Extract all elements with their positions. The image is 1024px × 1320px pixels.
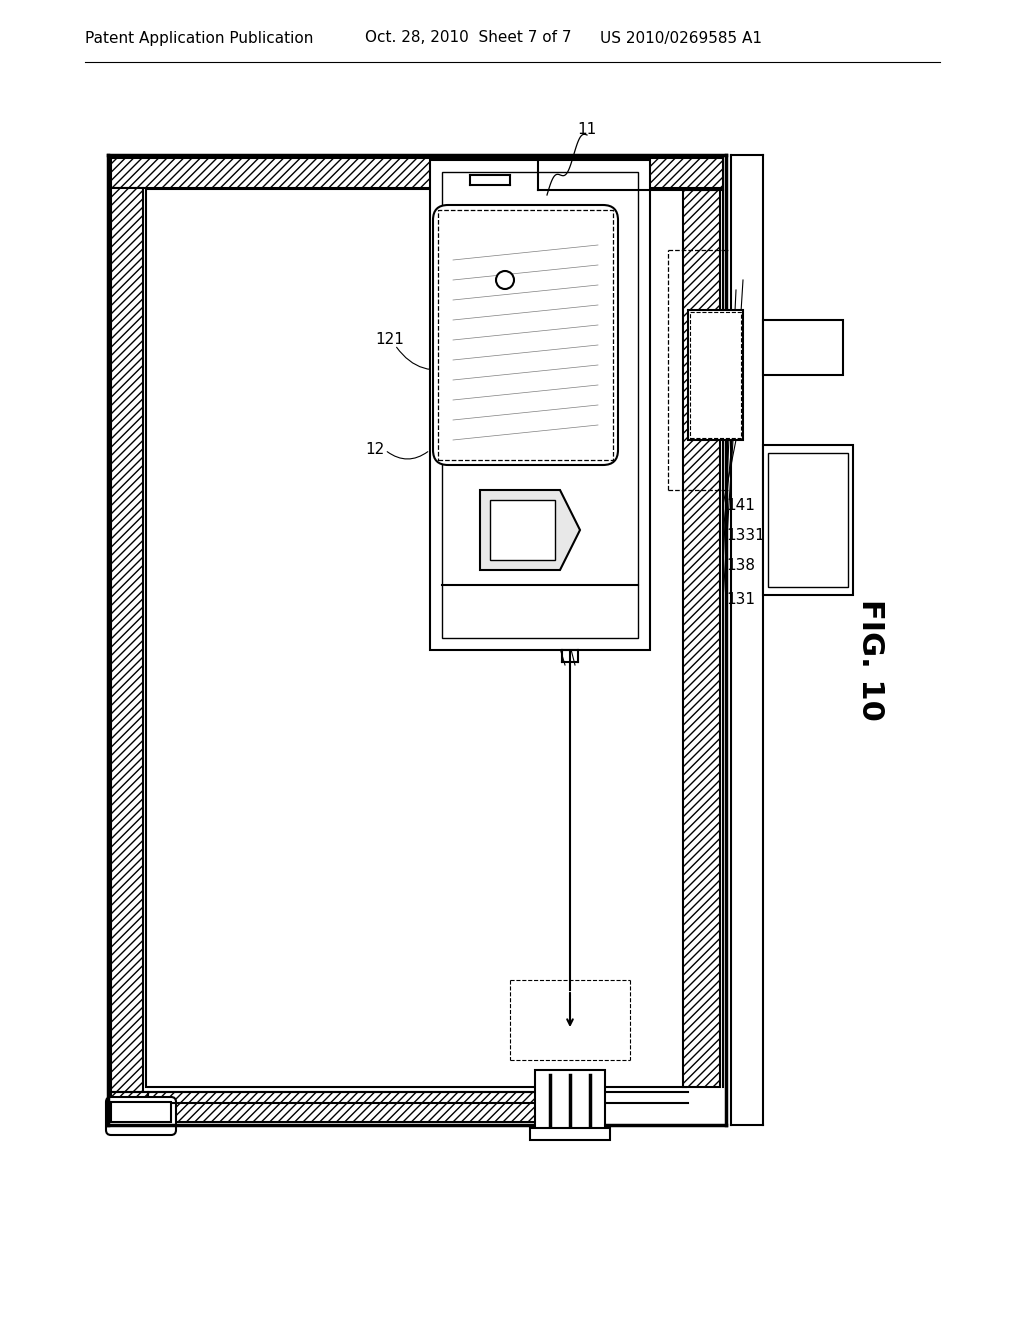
Bar [111,158,723,187]
Bar [535,1071,605,1130]
Bar [438,210,613,459]
Text: 132: 132 [437,322,467,338]
Text: 137: 137 [469,345,498,359]
Bar [430,160,650,649]
Text: 138: 138 [726,557,755,573]
Bar [148,1092,596,1122]
Bar [490,500,555,560]
FancyBboxPatch shape [106,1097,176,1135]
Bar [111,187,143,1122]
Text: 131: 131 [726,593,755,607]
Bar [442,587,638,638]
Text: 121: 121 [376,333,404,347]
Bar [763,445,853,595]
Text: Oct. 28, 2010  Sheet 7 of 7: Oct. 28, 2010 Sheet 7 of 7 [365,30,571,45]
Text: 141: 141 [726,498,755,512]
Bar [111,1092,148,1122]
Bar [763,319,843,375]
Circle shape [496,271,514,289]
Text: US 2010/0269585 A1: US 2010/0269585 A1 [600,30,762,45]
Text: 11: 11 [578,123,597,137]
Text: FIG. 10: FIG. 10 [855,599,885,721]
Bar [683,190,720,1086]
Bar [111,187,143,1122]
Text: Patent Application Publication: Patent Application Publication [85,30,313,45]
Bar [111,1092,148,1122]
Text: 12: 12 [366,442,385,458]
Bar [690,312,741,438]
Bar [768,453,848,587]
Bar [148,1092,596,1122]
Bar [688,310,743,440]
FancyBboxPatch shape [433,205,618,465]
Polygon shape [480,490,580,570]
Bar [111,1102,171,1122]
Bar [530,1129,610,1140]
Bar [683,190,720,1086]
Bar [111,158,723,187]
Bar [442,172,638,638]
Bar [442,587,638,638]
Bar [146,189,686,1086]
Text: 1331: 1331 [726,528,765,543]
